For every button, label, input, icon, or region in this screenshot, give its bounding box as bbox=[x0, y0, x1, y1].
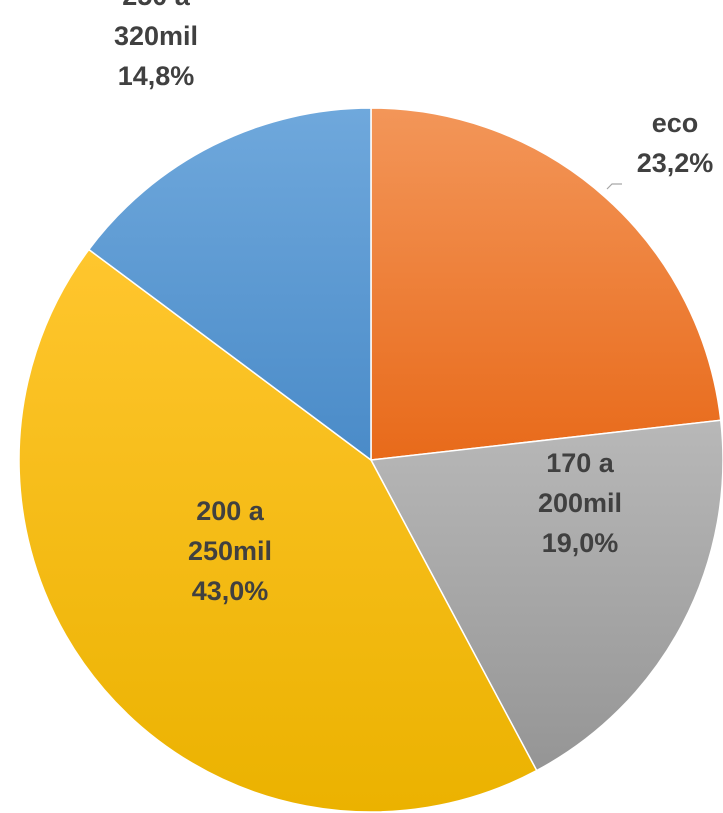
slice-label-3: 250 a 320mil 14,8% bbox=[114, 0, 198, 91]
slice-percent-0: 23,2% bbox=[637, 148, 714, 178]
pie-slice-3 bbox=[87, 107, 372, 462]
pie-slice-0 bbox=[370, 107, 722, 461]
slice-label-1: 170 a 200mil 19,0% bbox=[538, 448, 622, 558]
slice-label-0: eco 23,2% bbox=[637, 108, 714, 178]
pie-slices bbox=[18, 107, 723, 813]
data-labels: eco 23,2% 170 a 200mil 19,0% 200 a 250mil 43,0%… bbox=[114, 0, 713, 606]
slice-percent-3: 14,8% bbox=[118, 61, 195, 91]
slice-name-3: 320mil bbox=[114, 21, 198, 51]
leader-lines bbox=[606, 183, 622, 190]
slice-name-0: eco bbox=[652, 108, 699, 138]
slice-percent-2: 43,0% bbox=[192, 576, 269, 606]
slice-name-1: 200mil bbox=[538, 488, 622, 518]
slice-name-1: 170 a bbox=[546, 448, 615, 478]
slice-name-3: 250 a bbox=[122, 0, 191, 11]
pie-slice-2 bbox=[18, 248, 538, 813]
leader-line-0 bbox=[606, 183, 622, 190]
slice-percent-1: 19,0% bbox=[542, 528, 619, 558]
slice-name-2: 250mil bbox=[188, 536, 272, 566]
slice-name-2: 200 a bbox=[196, 496, 265, 526]
slice-label-2: 200 a 250mil 43,0% bbox=[188, 496, 272, 606]
